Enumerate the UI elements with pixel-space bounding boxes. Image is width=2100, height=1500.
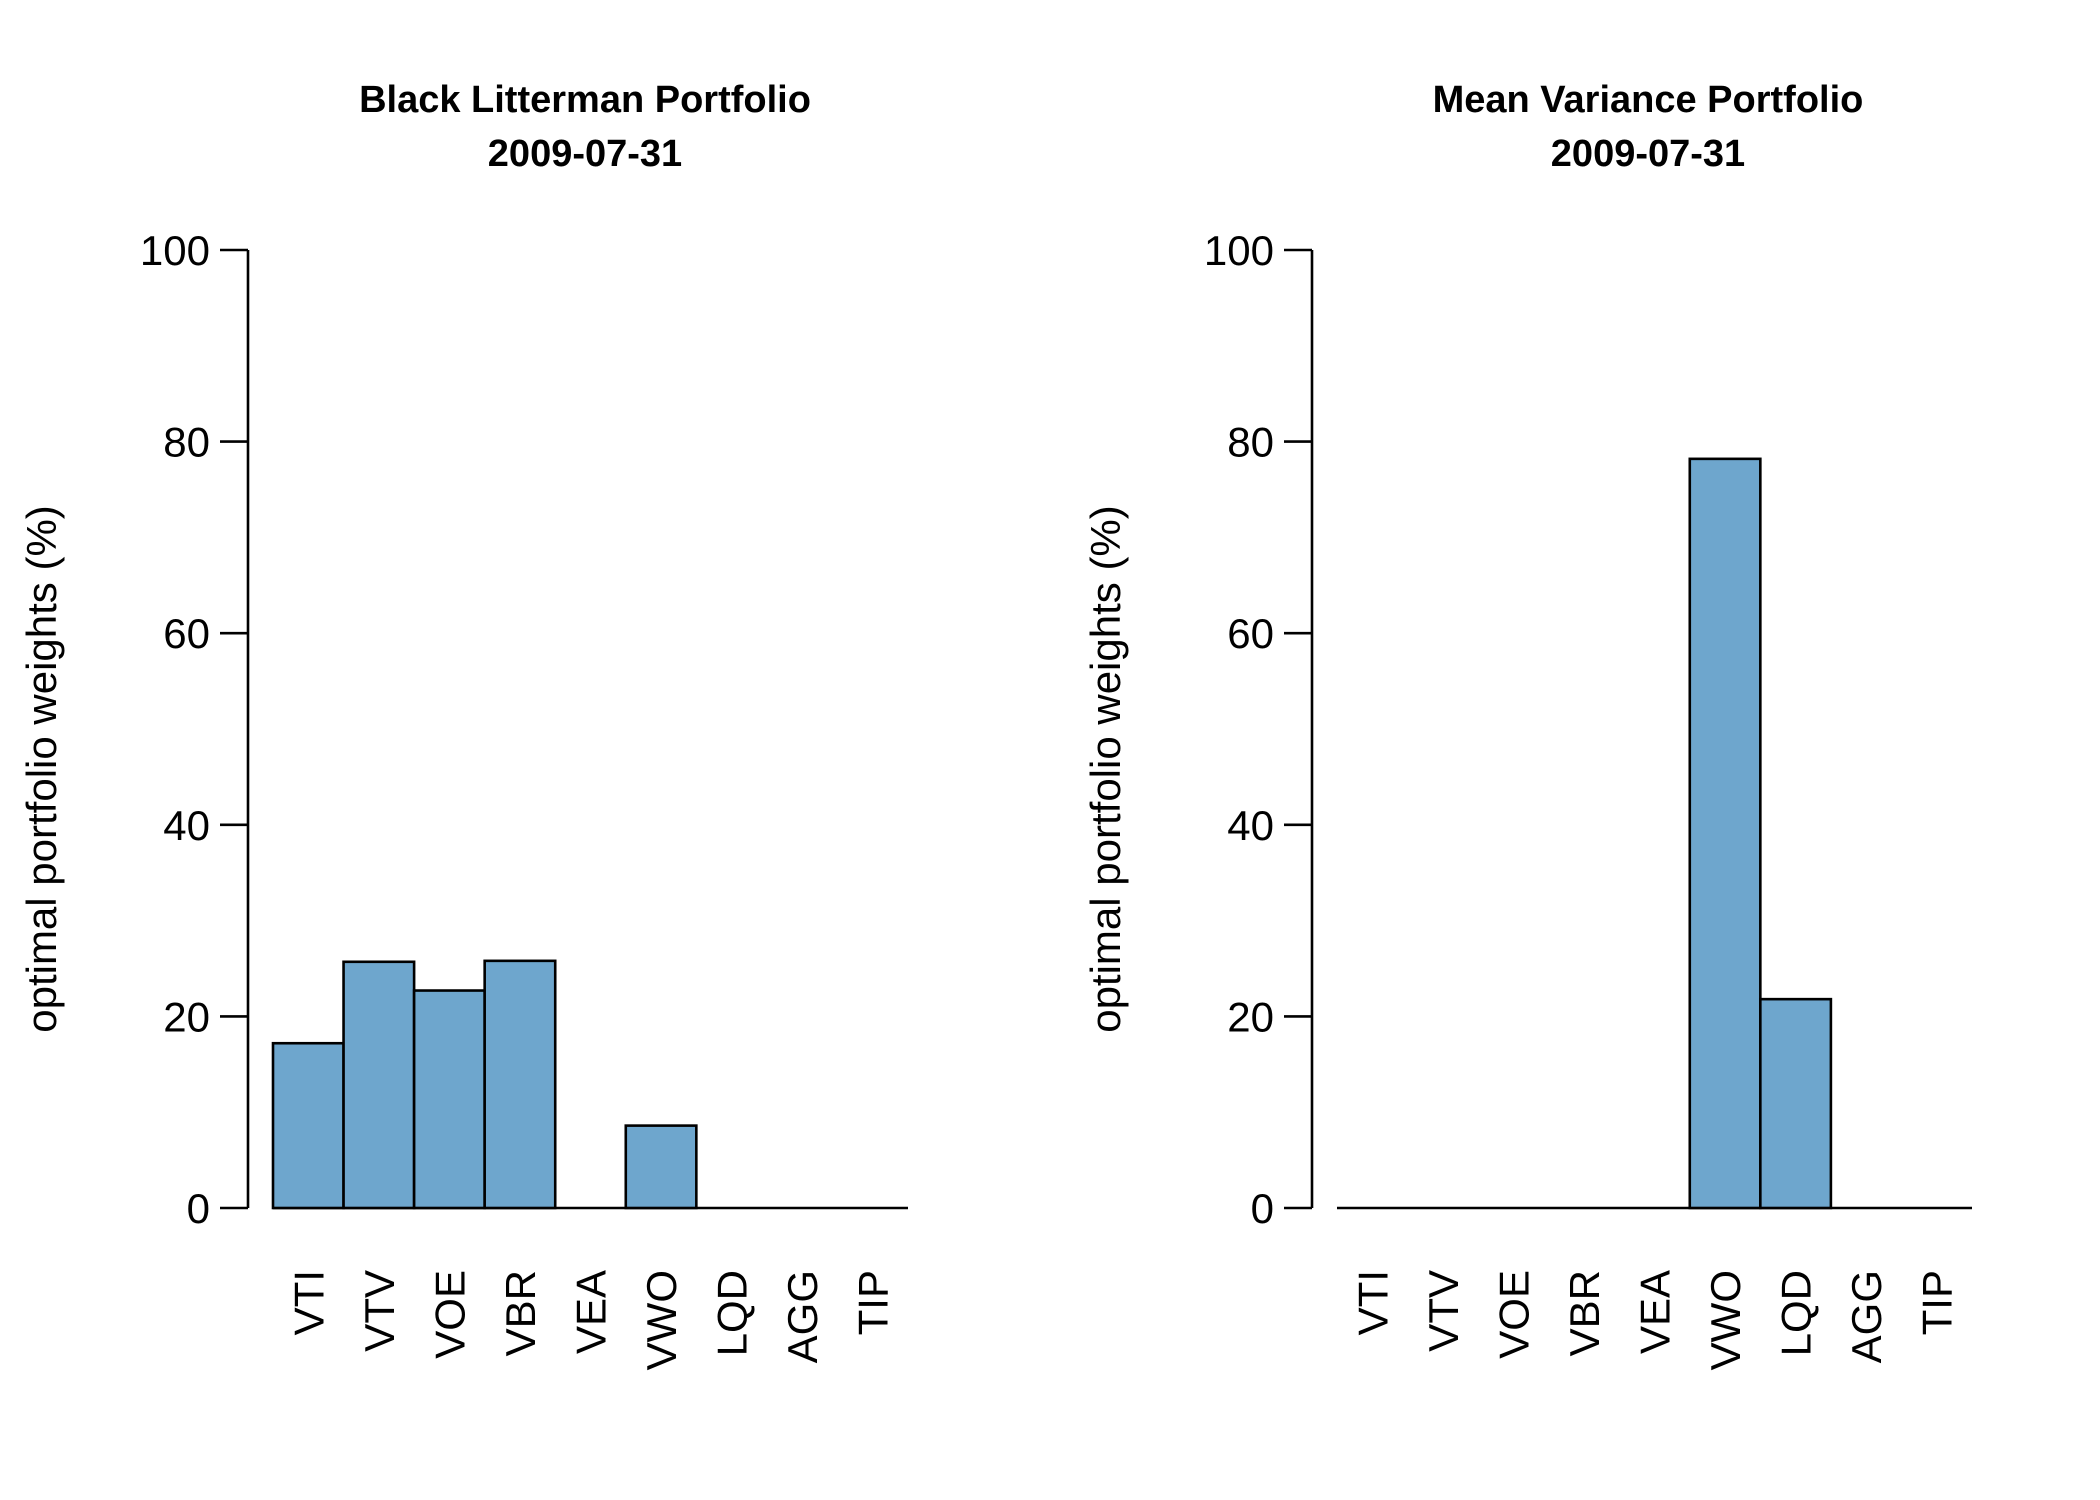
chart-2-x-tick-label: VWO xyxy=(1702,1270,1749,1370)
chart-1-bar-voe xyxy=(412,989,486,1210)
chart-2-x-tick-label: VTV xyxy=(1420,1270,1467,1352)
chart-2-bar-vwo xyxy=(1688,457,1762,1210)
chart-1-x-tick-label: TIP xyxy=(850,1270,897,1335)
chart-1-x-tick-label: VEA xyxy=(568,1270,615,1354)
chart-1-x-tick-label: LQD xyxy=(709,1270,756,1356)
chart-1-y-tick-label: 20 xyxy=(163,993,210,1040)
chart-1-bar-vbr xyxy=(483,959,557,1210)
chart-2-y-tick-label: 0 xyxy=(1251,1185,1274,1232)
chart-1-title: Black Litterman Portfolio xyxy=(359,79,811,121)
chart-1-subtitle: 2009-07-31 xyxy=(488,133,682,175)
chart-1-y-axis-title: optimal portfolio weights (%) xyxy=(18,505,65,1033)
chart-2-y-tick-label: 40 xyxy=(1227,802,1274,849)
chart-2-y-tick-label: 80 xyxy=(1227,419,1274,466)
chart-2-y-axis-title: optimal portfolio weights (%) xyxy=(1082,505,1129,1033)
chart-2-x-tick-label: VOE xyxy=(1490,1270,1537,1359)
chart-1-y-tick-label: 80 xyxy=(163,419,210,466)
chart-1-x-tick-label: AGG xyxy=(779,1270,826,1363)
chart-1-bar-vti xyxy=(271,1041,345,1210)
chart-2-x-tick-label: AGG xyxy=(1843,1270,1890,1363)
chart-2-x-tick-label: TIP xyxy=(1914,1270,1961,1335)
chart-2-x-tick-label: VTI xyxy=(1349,1270,1396,1335)
chart-1-x-tick-label: VBR xyxy=(497,1270,544,1356)
chart-1-y-tick-label: 40 xyxy=(163,802,210,849)
chart-1-bar-vtv xyxy=(342,960,416,1210)
chart-1-x-tick-label: VTI xyxy=(285,1270,332,1335)
chart-1-y-tick-label: 0 xyxy=(187,1185,210,1232)
chart-2-y-tick-label: 20 xyxy=(1227,993,1274,1040)
chart-1-x-tick-label: VOE xyxy=(426,1270,473,1359)
chart-1-y-tick-label: 100 xyxy=(140,227,210,274)
chart-2-x-tick-label: LQD xyxy=(1773,1270,1820,1356)
chart-2-y-tick-label: 60 xyxy=(1227,610,1274,657)
chart-1-x-tick-label: VWO xyxy=(638,1270,685,1370)
chart-2-title: Mean Variance Portfolio xyxy=(1433,79,1864,121)
chart-2-bar-lqd xyxy=(1759,997,1833,1210)
chart-2-x-tick-label: VEA xyxy=(1632,1270,1679,1354)
chart-1-bar-vwo xyxy=(624,1124,698,1210)
chart-2-y-tick-label: 100 xyxy=(1204,227,1274,274)
chart-2-subtitle: 2009-07-31 xyxy=(1551,133,1745,175)
chart-1-x-tick-label: VTV xyxy=(356,1270,403,1352)
chart-2-x-tick-label: VBR xyxy=(1561,1270,1608,1356)
chart-1-y-tick-label: 60 xyxy=(163,610,210,657)
